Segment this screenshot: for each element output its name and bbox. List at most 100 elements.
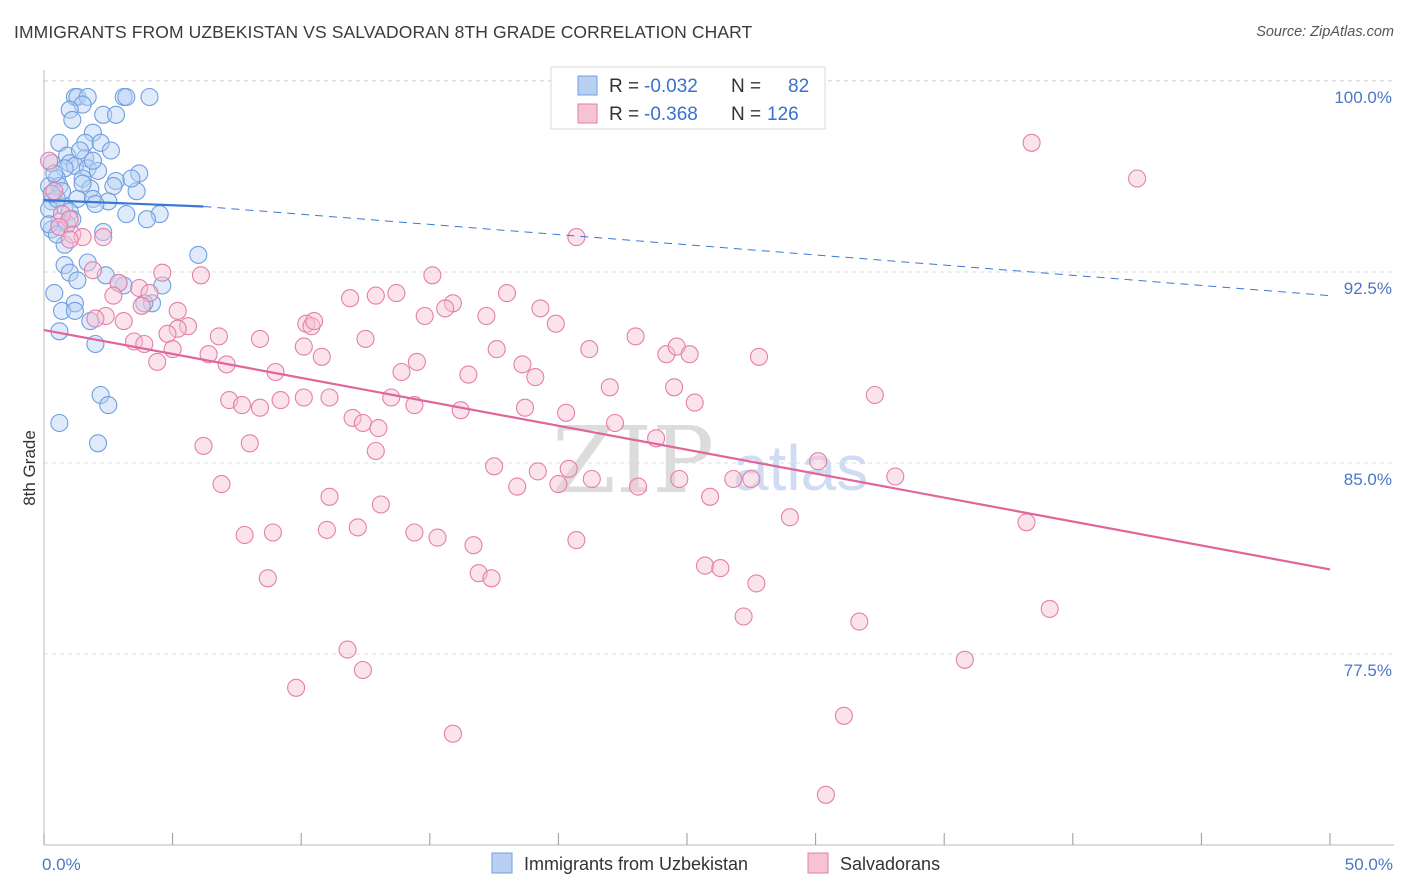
salvadoran-point	[209, 327, 228, 346]
salvadoran-point	[477, 306, 496, 326]
salvadoran-point	[451, 401, 470, 420]
salvadoran-point	[549, 475, 568, 494]
salvadoran-point	[250, 398, 270, 417]
legend-n-label: N =	[731, 76, 761, 97]
legend-r-value: -0.032	[644, 76, 698, 97]
salvadoran-trend-line	[43, 328, 1331, 571]
salvadoran-point	[559, 459, 578, 478]
uzbekistan-point	[45, 284, 64, 303]
salvadoran-point	[557, 403, 576, 422]
salvadoran-point	[60, 230, 79, 249]
salvadoran-point	[168, 301, 187, 320]
axes	[43, 70, 1394, 846]
uzbekistan-point	[83, 123, 102, 142]
salvadoran-point	[60, 210, 79, 229]
salvadoran-point	[338, 640, 357, 659]
uzbekistan-point	[86, 194, 105, 214]
uzbekistan-point	[60, 154, 79, 173]
legend-box: R = -0.032 N = 82 R = -0.368 N = 126	[550, 66, 826, 130]
salvadoran-point	[148, 352, 167, 371]
salvadoran-point	[626, 327, 645, 346]
salvadoran-point	[742, 469, 761, 489]
salvadoran-point	[96, 306, 115, 326]
source-label: Source: ZipAtlas.com	[1256, 24, 1394, 40]
salvadoran-point	[629, 477, 648, 496]
salvadoran-point	[343, 408, 362, 427]
uzbekistan-point	[68, 271, 87, 290]
salvadoran-point	[711, 559, 730, 578]
salvadoran-point	[305, 312, 324, 331]
salvadoran-point	[423, 266, 442, 285]
salvadoran-point	[546, 314, 565, 333]
uzbekistan-point	[104, 177, 123, 196]
data-points	[40, 87, 1147, 804]
salvadoran-point	[366, 441, 385, 461]
salvadoran-point	[382, 388, 401, 407]
watermark-zip: ZIP	[552, 407, 714, 514]
watermark: ZIP atlas	[552, 407, 868, 514]
salvadoran-point	[294, 388, 313, 407]
salvadoran-point	[158, 324, 177, 343]
salvadoran-point	[487, 340, 506, 359]
uzbekistan-point	[60, 100, 79, 119]
salvadoran-point	[40, 151, 59, 170]
salvadoran-point	[232, 396, 252, 415]
legend-n-value: 82	[788, 76, 809, 97]
salvadoran-point	[580, 340, 599, 359]
salvadoran-point	[886, 467, 905, 486]
uzbekistan-trend-line	[43, 199, 204, 208]
uzbekistan-point	[88, 161, 108, 180]
watermark-atlas: atlas	[733, 432, 868, 504]
salvadoran-point	[353, 660, 372, 680]
uzbekistan-point	[55, 235, 74, 254]
salvadoran-point	[526, 368, 545, 387]
y-tick-label: 100.0%	[1334, 88, 1392, 107]
salvadoran-point	[685, 393, 704, 412]
salvadoran-point	[680, 345, 699, 364]
salvadoran-point	[83, 261, 102, 280]
salvadoran-point	[834, 706, 853, 725]
salvadoran-point	[312, 347, 331, 366]
y-axis-title: 8th Grade	[20, 430, 39, 506]
salvadoran-point	[701, 487, 720, 506]
salvadoran-point	[670, 469, 689, 489]
salvadoran-point	[464, 536, 483, 555]
salvadoran-point	[353, 413, 372, 433]
uzbekistan-point	[99, 396, 118, 415]
salvadoran-point	[104, 286, 123, 305]
salvadoran-point	[695, 556, 715, 575]
y-tick-label: 92.5%	[1344, 279, 1392, 298]
salvadoran-point	[178, 317, 198, 336]
salvadoran-point	[348, 518, 367, 537]
salvadoran-point	[199, 345, 218, 364]
salvadoran-point	[816, 785, 835, 804]
uzbekistan-point	[63, 110, 82, 129]
salvadoran-point	[809, 452, 828, 471]
uzbekistan-point	[91, 385, 110, 405]
salvadoran-point	[528, 462, 547, 481]
salvadoran-point	[405, 523, 424, 542]
uzbekistan-point	[55, 159, 74, 178]
salvadoran-point	[240, 434, 259, 453]
salvadoran-point	[955, 650, 974, 669]
uzbekistan-point	[91, 133, 110, 152]
legend-r-label: R =	[609, 104, 639, 125]
salvadoran-point	[1022, 133, 1041, 152]
salvadoran-point	[168, 319, 187, 338]
salvadoran-point	[153, 263, 172, 282]
uzbekistan-point	[117, 87, 136, 107]
uzbekistan-point	[52, 301, 72, 320]
salvadoran-point	[531, 299, 550, 318]
salvadoran-point	[114, 312, 133, 331]
salvadoran-point	[194, 436, 213, 455]
uzbekistan-point	[70, 141, 90, 160]
salvadoran-point	[45, 182, 64, 201]
bottom-legend-swatch-uzbekistan	[491, 852, 513, 874]
legend-swatch-salvadoran	[577, 103, 598, 124]
uzbekistan-point	[65, 301, 84, 320]
salvadoran-point	[443, 724, 462, 743]
chart-title: IMMIGRANTS FROM UZBEKISTAN VS SALVADORAN…	[14, 22, 753, 42]
salvadoran-point	[459, 365, 478, 384]
salvadoran-point	[94, 228, 113, 247]
